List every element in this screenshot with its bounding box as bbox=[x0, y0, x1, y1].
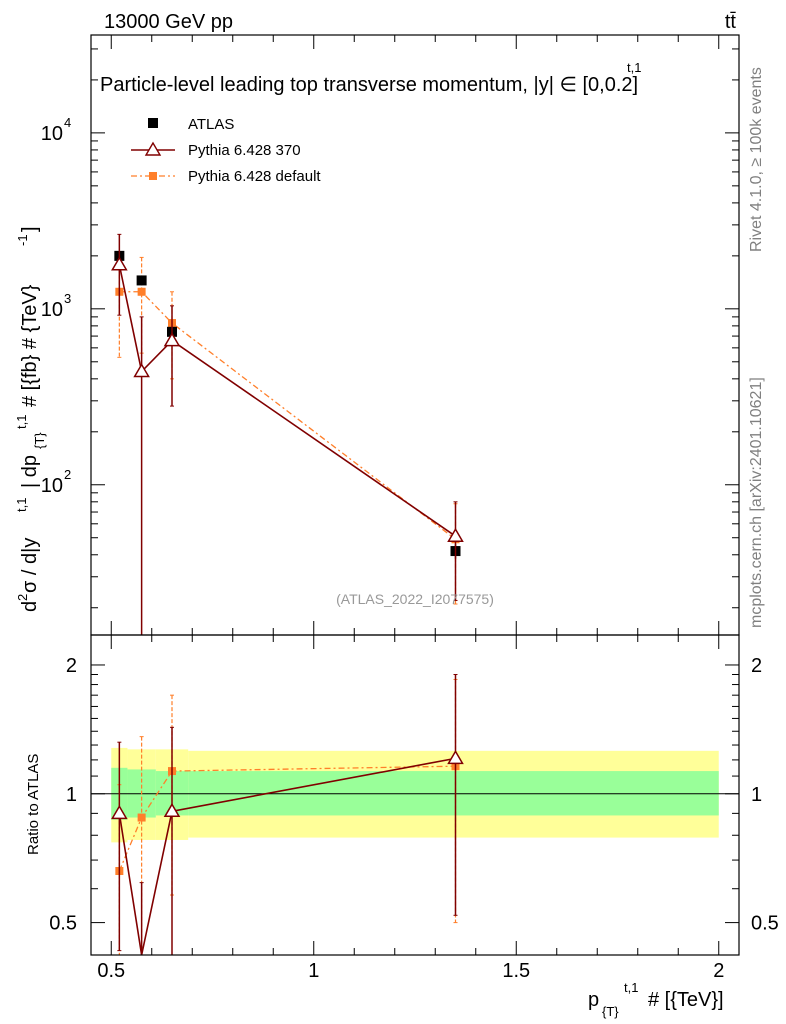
main-y-tick-exp: 2 bbox=[64, 467, 71, 482]
ratio-pythia-default-line bbox=[118, 765, 456, 872]
ratio-x-tick-label: 2 bbox=[713, 960, 724, 982]
main-ylabel-d: # [{fb} # {TeV} bbox=[19, 284, 41, 407]
main-y-tick-exp: 4 bbox=[64, 115, 71, 130]
main-title-y: y bbox=[539, 74, 549, 96]
ratio-y-tick-label-right: 0.5 bbox=[751, 913, 779, 935]
rivet-version-label: Rivet 4.1.0, ≥ 100k events bbox=[748, 67, 765, 252]
main-ylabel-sub: {T} bbox=[32, 432, 47, 449]
main-ylabel-e: ] bbox=[19, 226, 41, 232]
ratio-pythia-370-point bbox=[447, 749, 464, 765]
ratio-panel: 0.5 1 1.5 2 0.5 0.5 1 1 2 2 bbox=[49, 635, 779, 982]
legend-pdef-marker bbox=[149, 172, 157, 180]
ratio-y-tick-label-right: 1 bbox=[751, 784, 762, 806]
main-pythia-default-line bbox=[119, 291, 456, 540]
legend-p370-label: Pythia 6.428 370 bbox=[188, 142, 301, 159]
analysis-watermark: (ATLAS_2022_I2077575) bbox=[336, 591, 494, 607]
ratio-frame bbox=[90, 634, 740, 956]
main-ylabel-sup1: t,1 bbox=[14, 498, 29, 512]
main-pythia-370-point bbox=[163, 332, 181, 347]
legend-atlas-label: ATLAS bbox=[188, 116, 234, 133]
ratio-pythia-370-point bbox=[163, 802, 181, 818]
ratio-pythia-370-point bbox=[111, 804, 128, 820]
ratio-y-tick-label: 1 bbox=[66, 784, 77, 806]
xlabel-unit: # [{TeV}] bbox=[648, 989, 724, 1011]
main-y-tick-label: 10 bbox=[41, 299, 63, 321]
ratio-pythia-370-line bbox=[118, 757, 456, 956]
xlabel-p: p bbox=[588, 989, 599, 1011]
main-pythia-370-point bbox=[111, 256, 128, 271]
legend-pdef-label: Pythia 6.428 default bbox=[188, 168, 321, 185]
main-atlas-point bbox=[136, 275, 147, 286]
xlabel-sup: t,1 bbox=[624, 980, 638, 995]
ratio-band-inner bbox=[188, 771, 719, 816]
ratio-x-tick-label: 1 bbox=[308, 960, 319, 982]
ratio-x-tick-label: 0.5 bbox=[97, 960, 125, 982]
main-y-tick-label: 10 bbox=[41, 475, 63, 497]
ratio-y-tick-label: 2 bbox=[66, 655, 77, 677]
main-ylabel-sup2: t,1 bbox=[14, 415, 29, 429]
main-y-tick-label: 10 bbox=[41, 123, 63, 145]
main-ylabel-exp: -1 bbox=[15, 234, 30, 246]
main-title-text: Particle-level leading top transverse mo… bbox=[100, 74, 539, 96]
x-axis-title: p {T} t,1 # [{TeV}] bbox=[588, 980, 724, 1019]
main-title-sup: t,1 bbox=[627, 60, 641, 75]
ratio-ylabel: Ratio to ATLAS bbox=[25, 754, 42, 855]
main-ylabel-c: | dp bbox=[19, 455, 41, 488]
process-label: tt̄ bbox=[725, 11, 737, 33]
main-title-range: | ∈ [0,0.2] bbox=[549, 74, 638, 96]
main-ylabel-b: σ / d|y bbox=[19, 538, 41, 593]
main-ylabel-a: d bbox=[19, 601, 41, 612]
main-title: Particle-level leading top transverse mo… bbox=[100, 74, 638, 96]
mcplots-label: mcplots.cern.ch [arXiv:2401.10621] bbox=[748, 377, 765, 628]
main-ylabel: d 2 σ / d|y t,1 | dp {T} t,1 # [{fb} # {… bbox=[14, 226, 47, 612]
main-y-tick-exp: 3 bbox=[64, 291, 71, 306]
ratio-y-tick-label-right: 2 bbox=[751, 655, 762, 677]
ratio-y-tick-label: 0.5 bbox=[49, 913, 77, 935]
main-pythia-default-point bbox=[137, 287, 146, 296]
ratio-x-tick-label: 1.5 bbox=[502, 960, 530, 982]
main-ylabel-2: 2 bbox=[15, 594, 30, 601]
energy-label: 13000 GeV pp bbox=[104, 11, 233, 33]
main-pythia-370-point bbox=[133, 363, 150, 378]
main-pythia-370-line bbox=[118, 264, 456, 537]
xlabel-sub: {T} bbox=[602, 1004, 619, 1019]
legend-p370-marker bbox=[144, 141, 162, 156]
legend: ATLAS Pythia 6.428 370 Pythia 6.428 defa… bbox=[131, 116, 321, 185]
legend-atlas-marker bbox=[148, 118, 158, 128]
ratio-pythia-default-point bbox=[137, 813, 146, 822]
main-pythia-370-point bbox=[447, 527, 464, 542]
